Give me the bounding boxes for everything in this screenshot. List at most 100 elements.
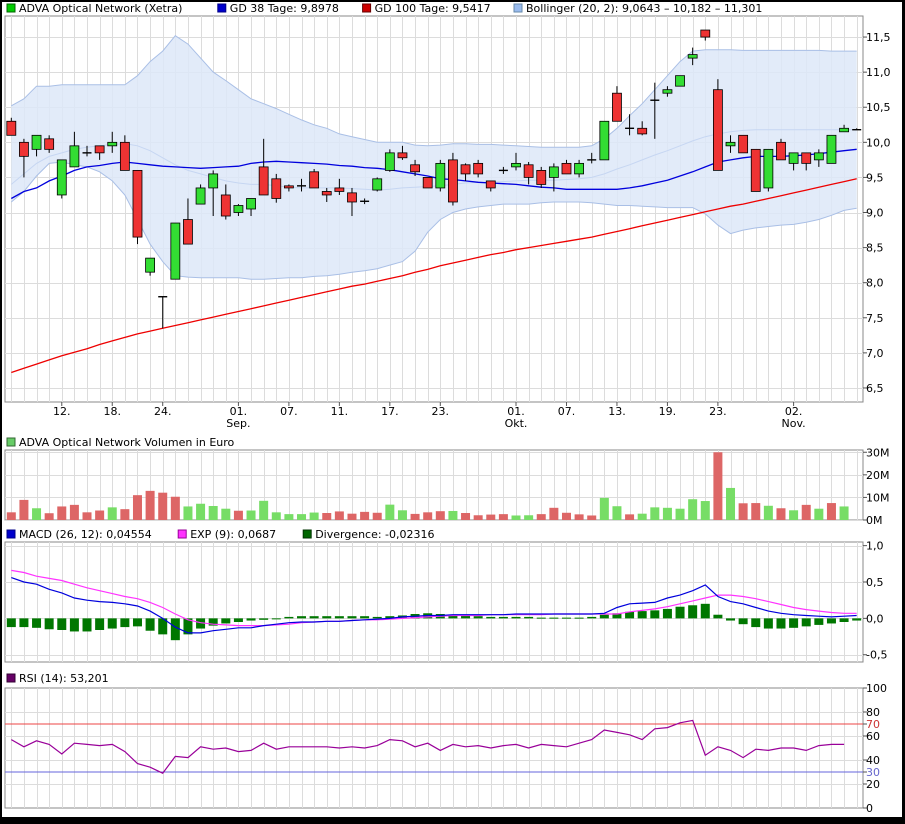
price-ytick-label: 10,0 [866, 136, 891, 149]
divergence-bar [486, 616, 496, 619]
volume-bar [6, 512, 16, 520]
volume-bar [675, 508, 685, 520]
candle-body [435, 162, 446, 189]
rsi-ytick-label: 40 [866, 754, 880, 767]
divergence-bar [82, 618, 92, 632]
divergence-bar [158, 618, 168, 635]
volume-bar [322, 513, 332, 520]
rsi-ytick-label: 20 [866, 778, 880, 791]
candle-body [321, 191, 332, 196]
volume-bar [44, 513, 54, 520]
candle-body [132, 169, 143, 238]
divergence-bar [498, 616, 508, 619]
price-legend-label-2: GD 100 Tage: 9,5417 [375, 2, 491, 15]
price-ytick-label: 11,5 [866, 31, 891, 44]
candle-body [56, 159, 67, 196]
volume-bar [183, 506, 193, 520]
volume-bar [221, 508, 231, 520]
volume-bar [233, 510, 243, 520]
volume-bar [32, 508, 42, 520]
volume-bar [726, 487, 736, 520]
price-ytick-label: 7,0 [866, 347, 884, 360]
divergence-bar [334, 616, 344, 619]
volume-bar [751, 503, 761, 520]
divergence-bar [385, 616, 395, 619]
divergence-bar [271, 618, 281, 620]
macd-ytick-label: 0,0 [866, 612, 884, 625]
candle-body [687, 54, 698, 59]
candle-body [750, 148, 761, 192]
divergence-bar [763, 618, 773, 629]
divergence-bar [612, 613, 622, 619]
x-tick-label: 18. [104, 405, 122, 418]
candle-body [246, 198, 256, 210]
x-tick-label: 01. [230, 405, 248, 418]
volume-bar [473, 515, 483, 520]
x-tick-label: 19. [659, 405, 677, 418]
price-ytick-label: 9,5 [866, 171, 884, 184]
divergence-bar [561, 617, 571, 619]
volume-bar [776, 508, 786, 520]
price-ytick-label: 8,0 [866, 277, 884, 290]
candle-body [183, 219, 193, 245]
price-legend-swatch-2 [362, 3, 372, 13]
volume-bar [410, 513, 420, 520]
divergence-bar [726, 618, 736, 621]
candle-body [574, 162, 585, 175]
volume-bar [524, 515, 534, 520]
volume-bar [826, 503, 836, 520]
volume-bar [561, 512, 571, 520]
divergence-bar [448, 614, 458, 619]
volume-bar [246, 510, 256, 520]
candle-body [145, 257, 156, 273]
divergence-bar [511, 616, 521, 619]
volume-bar [334, 511, 344, 520]
divergence-bar [170, 618, 180, 641]
divergence-bar [751, 618, 761, 628]
x-tick-label: 07. [558, 405, 576, 418]
volume-bar [574, 514, 584, 520]
candle-body [536, 169, 547, 185]
volume-bar [309, 512, 319, 520]
price-legend-label-0: ADVA Optical Network (Xetra) [19, 2, 182, 15]
candle-body [763, 148, 774, 189]
divergence-bar [259, 618, 269, 620]
candle-body [19, 141, 29, 157]
candle-body [700, 29, 711, 38]
divergence-bar [852, 618, 862, 621]
price-ytick-label: 9,0 [866, 207, 884, 220]
divergence-bar [32, 618, 42, 628]
x-tick-month-label: Nov. [782, 417, 806, 430]
volume-bar [700, 501, 710, 520]
divergence-bar [19, 618, 29, 628]
divergence-bar [44, 618, 54, 630]
volume-bar [397, 510, 407, 520]
macd-ytick-label: 0,5 [866, 576, 884, 589]
divergence-bar [587, 616, 597, 619]
volume-ytick-label: 0M [866, 514, 883, 527]
rsi-hgrid [5, 712, 863, 785]
candle-body [511, 162, 521, 168]
volume-bar [625, 514, 635, 520]
candle-body [612, 92, 622, 122]
divergence-bar [524, 616, 534, 619]
candle-body [801, 152, 812, 164]
volume-bar [536, 514, 546, 520]
volume-ytick-label: 20M [866, 469, 890, 482]
candle-body [107, 141, 118, 147]
candle-body [675, 75, 685, 87]
divergence-bar [650, 610, 660, 619]
volume-bar [95, 510, 105, 520]
volume-bar [69, 504, 79, 520]
price-ytick-label: 7,5 [866, 312, 884, 325]
rsi-panel [4, 687, 864, 809]
candle-body [637, 127, 648, 135]
gd100-line [11, 178, 857, 374]
x-tick-month-label: Okt. [505, 417, 528, 430]
volume-bar [297, 514, 307, 520]
divergence-bar [284, 616, 294, 619]
divergence-bar [688, 605, 698, 619]
candle-body [473, 162, 484, 175]
x-tick-label: 11. [331, 405, 349, 418]
volume-bars [6, 452, 849, 520]
